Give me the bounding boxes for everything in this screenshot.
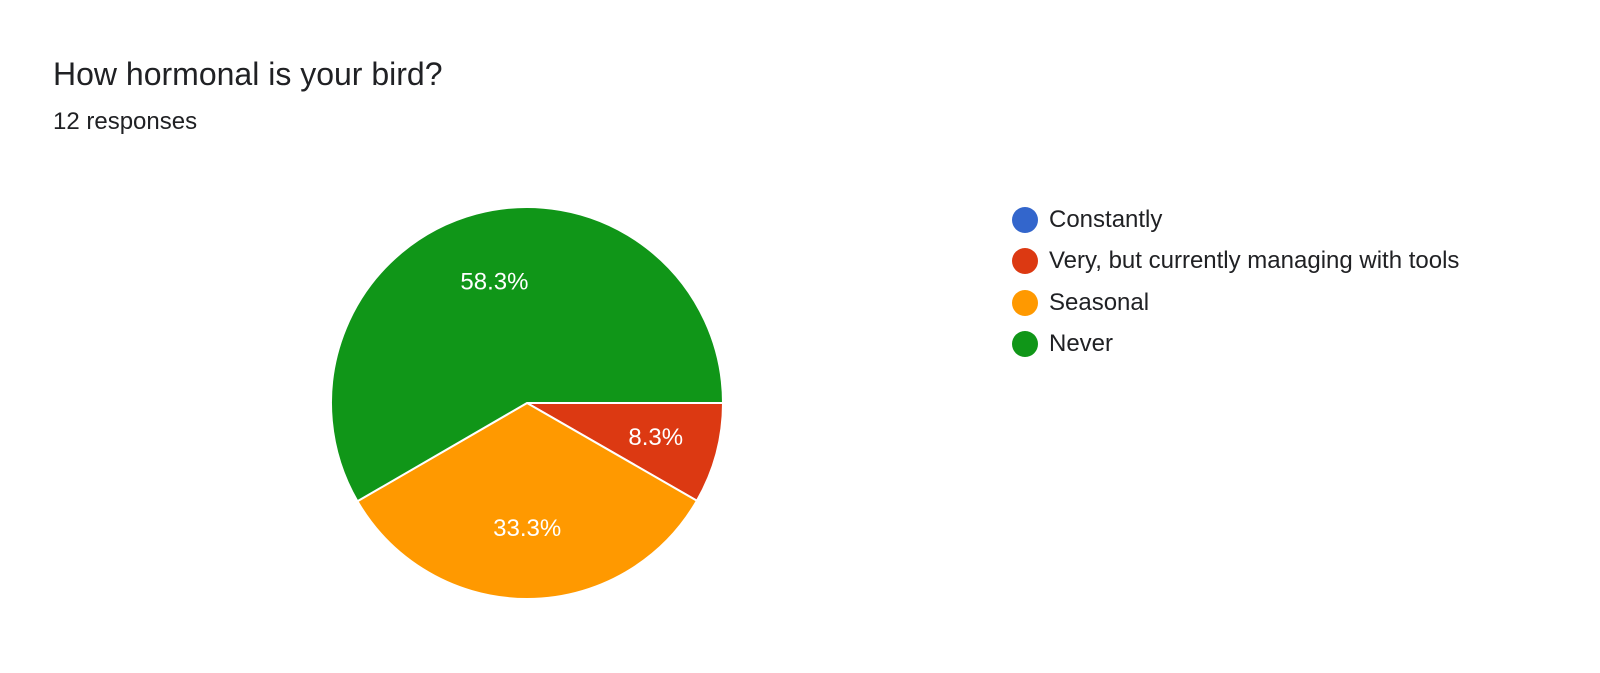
legend-item[interactable]: Seasonal: [1012, 282, 1459, 324]
slice-percent-label: 8.3%: [628, 424, 683, 451]
pie-slice-never[interactable]: [330, 206, 725, 503]
chart-legend: Constantly Very, but currently managing w…: [1012, 199, 1459, 365]
response-count: 12 responses: [53, 108, 198, 135]
slice-percent-label: 58.3%: [460, 268, 528, 295]
legend-label: Constantly: [1049, 205, 1163, 233]
legend-swatch-icon: [1012, 248, 1038, 275]
pie-slice-very-but-currently-managing-with-tools[interactable]: [523, 402, 725, 503]
question-title: How hormonal is your bird?: [53, 56, 443, 92]
legend-swatch-icon: [1012, 289, 1038, 316]
legend-swatch-icon: [1012, 206, 1038, 233]
legend-label: Seasonal: [1049, 288, 1150, 316]
legend-item[interactable]: Very, but currently managing with tools: [1012, 241, 1459, 283]
legend-swatch-icon: [1012, 331, 1038, 358]
legend-label: Very, but currently managing with tools: [1049, 247, 1460, 275]
pie-slice-seasonal[interactable]: [356, 401, 699, 600]
legend-item[interactable]: Never: [1012, 324, 1459, 366]
legend-label: Never: [1049, 330, 1114, 358]
legend-item[interactable]: Constantly: [1012, 199, 1459, 241]
pie-chart: 8.3% 33.3% 58.3%: [330, 206, 725, 600]
slice-percent-label: 33.3%: [493, 515, 561, 542]
